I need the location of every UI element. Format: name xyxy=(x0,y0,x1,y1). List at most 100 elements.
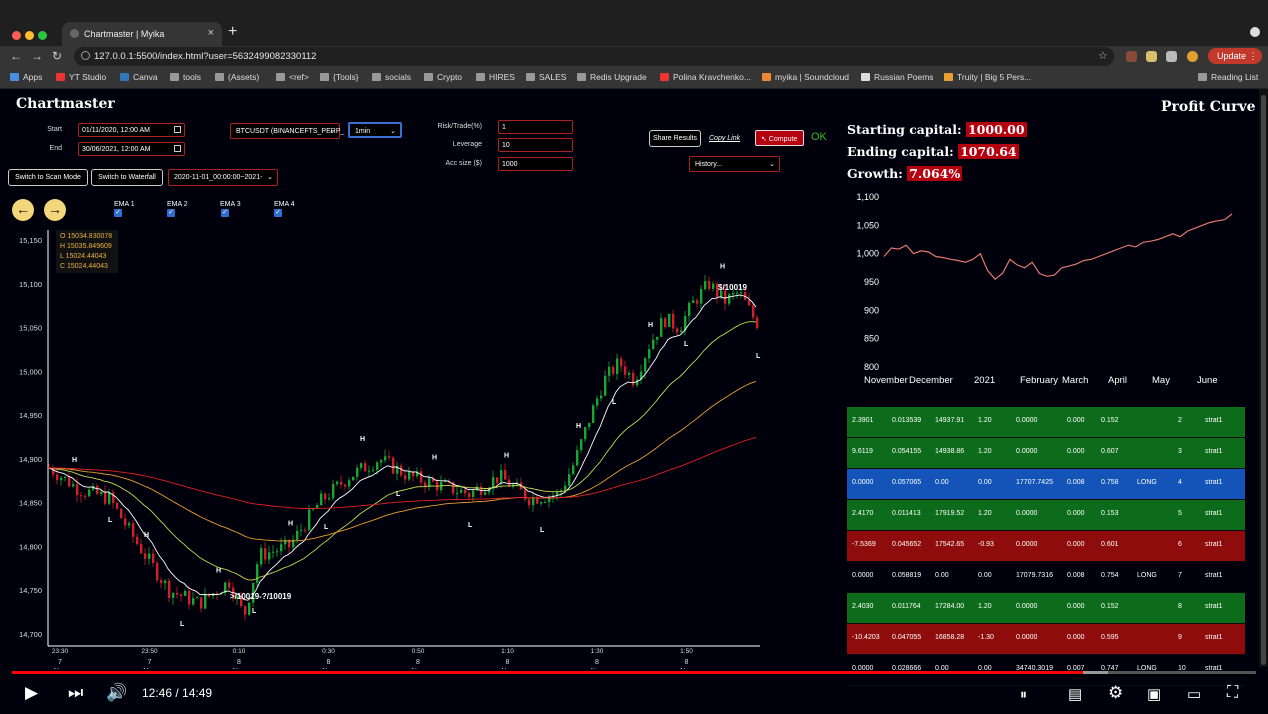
bookmark-item[interactable]: {Tools} xyxy=(320,72,359,82)
table-row[interactable]: -7.5369 0.045652 17542.65 -0.93 0.0000 0.000 0… xyxy=(847,531,1245,562)
history-select[interactable]: History... ⌄ xyxy=(689,156,780,172)
avatar[interactable] xyxy=(1187,51,1198,62)
ema-1-checkbox[interactable]: ✓ xyxy=(114,209,122,217)
next-video-icon[interactable]: ⏭ xyxy=(68,683,84,702)
bookmark-item[interactable]: <ref> xyxy=(276,72,309,82)
switch-scan-mode-button[interactable]: Switch to Scan Mode xyxy=(8,169,88,186)
bookmark-item[interactable]: socials xyxy=(372,72,411,82)
table-row[interactable]: 0.0000 0.028666 0.00 0.00 34740.3019 0.007 0.7… xyxy=(847,655,1245,686)
ema-2-checkbox[interactable]: ✓ xyxy=(167,209,175,217)
table-row[interactable]: 2.4030 0.011764 17284.00 1.20 0.0000 0.000 0.1… xyxy=(847,593,1245,624)
bookmark-item[interactable]: Apps xyxy=(10,72,42,82)
bookmark-item[interactable]: Polina Kravchenko... xyxy=(660,72,751,82)
minimize-window-icon[interactable] xyxy=(25,31,34,40)
table-cell: 0.008 xyxy=(1067,479,1085,486)
next-arrow-button[interactable]: → xyxy=(44,199,66,221)
start-date-input[interactable]: 01/11/2020, 12:00 AM xyxy=(78,123,185,137)
table-cell: 1.20 xyxy=(978,448,992,455)
app-title: Chartmaster xyxy=(16,96,115,112)
table-row[interactable]: 2.4170 0.011413 17919.52 1.20 0.0000 0.000 0.1… xyxy=(847,500,1245,531)
volume-icon[interactable]: 🔊 xyxy=(106,683,128,702)
table-row[interactable]: 0.0000 0.057065 0.00 0.00 17707.7425 0.008 0.7… xyxy=(847,469,1245,500)
candle-body xyxy=(484,492,487,495)
copy-link[interactable]: Copy Link xyxy=(709,135,741,142)
autoplay-toggle-icon[interactable]: ⏸ xyxy=(1020,686,1027,702)
extension-icon[interactable] xyxy=(1126,51,1137,62)
candle-body xyxy=(496,477,499,483)
switch-waterfall-button[interactable]: Switch to Waterfall xyxy=(91,169,163,186)
candlestick-chart[interactable]: 15,150 15,100 15,050 15,000 14,950 14,900 14,8… xyxy=(0,224,780,669)
table-row[interactable]: 2.3901 0.013539 14937.91 1.20 0.0000 0.000 0.1… xyxy=(847,407,1245,438)
calendar-icon[interactable] xyxy=(174,145,181,152)
extension-icon[interactable] xyxy=(1166,51,1177,62)
scrollbar-thumb[interactable] xyxy=(1261,95,1266,665)
x-tick-month: Nov xyxy=(54,668,67,669)
miniplayer-icon[interactable]: ▣ xyxy=(1147,686,1162,703)
bookmark-item[interactable]: Redis Upgrade xyxy=(577,72,647,82)
candle-body xyxy=(460,489,463,493)
calendar-icon[interactable] xyxy=(174,126,181,133)
candle-body xyxy=(260,548,263,565)
table-row[interactable]: 9.6119 0.054155 14938.86 1.20 0.0000 0.000 0.6… xyxy=(847,438,1245,469)
table-cell: 0.00 xyxy=(935,572,949,579)
close-window-icon[interactable] xyxy=(12,31,21,40)
back-icon[interactable]: ← xyxy=(10,49,22,63)
bookmark-label: HIRES xyxy=(489,72,515,82)
ema-3-checkbox[interactable]: ✓ xyxy=(221,209,229,217)
reading-list[interactable]: Reading List xyxy=(1198,72,1258,82)
candle-body xyxy=(608,366,611,376)
table-row[interactable]: 0.0000 0.058819 0.00 0.00 17079.7316 0.008 0.7… xyxy=(847,562,1245,593)
bookmark-item[interactable]: Russian Poems xyxy=(861,72,934,82)
reload-icon[interactable]: ↻ xyxy=(52,49,63,63)
candle-body xyxy=(728,294,731,304)
table-row[interactable]: -10.4203 0.047055 16858.28 -1.30 0.0000 0.000… xyxy=(847,624,1245,655)
forward-icon[interactable]: → xyxy=(31,49,43,63)
candle-body xyxy=(616,358,619,374)
leverage-input[interactable]: 10 xyxy=(498,138,573,152)
starting-capital: Starting capital: 1000.00 xyxy=(847,122,1027,137)
profile-icon[interactable] xyxy=(1250,27,1260,37)
video-progress-bar[interactable] xyxy=(12,671,1256,674)
bookmark-item[interactable]: Canva xyxy=(120,72,158,82)
previous-arrow-button[interactable]: ← xyxy=(12,199,34,221)
bookmark-item[interactable]: myika | Soundcloud xyxy=(762,72,849,82)
bookmark-item[interactable]: YT Studio xyxy=(56,72,106,82)
bookmark-item[interactable]: Truity | Big 5 Pers... xyxy=(944,72,1031,82)
bookmark-item[interactable]: SALES xyxy=(526,72,566,82)
close-tab-icon[interactable]: × xyxy=(207,27,214,39)
compute-button[interactable]: ↖ Compute xyxy=(755,130,804,146)
share-results-button[interactable]: Share Results xyxy=(649,130,701,147)
info-icon[interactable] xyxy=(81,51,90,60)
ohlc-l: L 15024.44043 xyxy=(60,253,107,260)
bookmark-item[interactable]: (Assets) xyxy=(215,72,259,82)
symbol-select[interactable]: BTCUSDT (BINANCEFTS_PERP_ ⌄ xyxy=(230,123,344,139)
end-date-input[interactable]: 30/06/2021, 12:00 AM xyxy=(78,142,185,156)
risk-input[interactable]: 1 xyxy=(498,120,573,134)
bookmark-item[interactable]: Crypto xyxy=(424,72,462,82)
browser-tab[interactable]: Chartmaster | Myika × xyxy=(62,22,222,46)
interval-select[interactable]: 1min ⌄ xyxy=(348,122,402,138)
bookmark-star-icon[interactable]: ☆ xyxy=(1098,50,1108,62)
bookmark-item[interactable]: tools xyxy=(170,72,201,82)
maximize-window-icon[interactable] xyxy=(38,31,47,40)
table-cell: 2.4170 xyxy=(852,510,874,517)
ema-4-checkbox[interactable]: ✓ xyxy=(274,209,282,217)
subtitles-icon[interactable]: ▤ xyxy=(1068,686,1083,703)
date-range-select[interactable]: 2020-11-01_00:00:00~2021- ⌄ xyxy=(168,169,278,186)
theater-mode-icon[interactable]: ▭ xyxy=(1187,686,1202,703)
extension-icon[interactable] xyxy=(1146,51,1157,62)
acc-size-input[interactable]: 1000 xyxy=(498,157,573,171)
bookmark-item[interactable]: HIRES xyxy=(476,72,515,82)
gear-icon[interactable]: ⚙ xyxy=(1108,683,1124,702)
fullscreen-icon[interactable]: ⛶ xyxy=(1227,684,1239,701)
y-tick-label: 14,750 xyxy=(19,586,42,595)
candle-body xyxy=(324,493,327,500)
page-scrollbar[interactable] xyxy=(1259,89,1268,667)
address-bar[interactable]: 127.0.0.1:5500/index.html?user=563249908… xyxy=(74,47,1114,66)
folder-icon xyxy=(372,73,381,81)
candle-body xyxy=(312,508,315,510)
acc-size-label: Acc size ($) xyxy=(445,160,482,167)
play-icon[interactable]: ▶ xyxy=(25,683,39,702)
new-tab-icon[interactable]: + xyxy=(228,23,238,40)
update-button[interactable]: Update ⋮ xyxy=(1208,48,1262,64)
